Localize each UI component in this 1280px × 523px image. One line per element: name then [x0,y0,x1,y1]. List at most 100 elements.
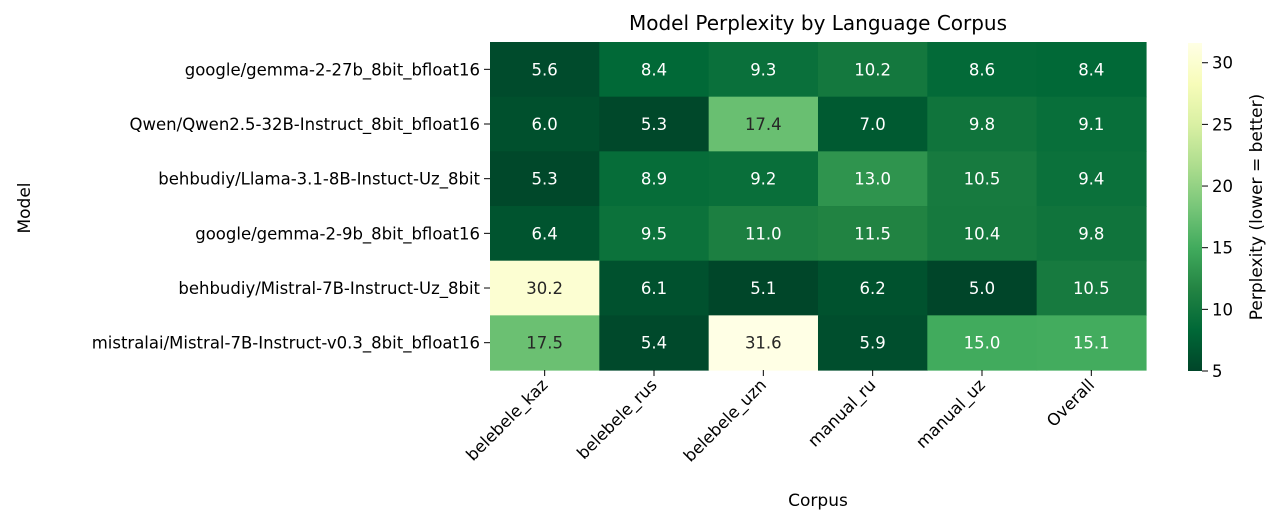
heatmap-cell [817,315,928,371]
cell-value-label: 5.0 [969,279,995,298]
heatmap-cell [927,96,1038,152]
heatmap-cell [817,96,928,152]
heatmap-cell [1036,42,1147,98]
heatmap-cell [490,260,600,316]
heatmap-cell [817,260,928,316]
cell-value-label: 5.9 [860,334,886,353]
cell-value-label: 9.1 [1078,115,1104,134]
cell-value-label: 9.8 [1078,224,1104,243]
heatmap-cell [1036,315,1147,371]
heatmap-cell [817,206,928,262]
heatmap-cells: 5.6 8.4 9.3 10.2 8.6 8.4 6.0 5.3 17.4 7.0 9.8 9.1 5.… [490,42,1147,371]
cell-value-label: 6.1 [641,279,667,298]
x-tick-label: Overall [1043,375,1098,430]
cell-value-label: 11.0 [745,224,782,243]
cell-value-label: 8.6 [969,60,995,79]
cell-value-label: 7.0 [860,115,886,134]
y-tick-label: behbudiy/Llama-3.1-8B-Instuct-Uz_8bit [158,170,480,190]
cell-value-label: 10.5 [1073,279,1110,298]
x-tick-label: manual_uz [912,375,989,452]
heatmap-cell [927,206,1038,262]
cell-value-label: 8.9 [641,170,667,189]
cell-value-label: 9.8 [969,115,995,134]
cell-value-label: 5.1 [750,279,776,298]
cell-value-label: 6.0 [532,115,558,134]
heatmap-cell [927,260,1038,316]
colorbar-tick-label: 5 [1212,362,1223,381]
colorbar-ticks: 5 10 15 20 25 30 [1202,54,1233,381]
heatmap-cell [599,260,710,316]
x-tick-label: manual_ru [804,375,880,451]
colorbar [1188,43,1202,371]
x-tick-label: belebele_kaz [462,375,552,465]
heatmap-cell [708,260,819,316]
cell-value-label: 9.5 [641,224,667,243]
colorbar-tick-label: 15 [1212,239,1233,258]
cell-value-label: 17.4 [745,115,782,134]
heatmap-cell [599,315,710,371]
heatmap-cell [599,42,710,98]
y-tick-label: Qwen/Qwen2.5-32B-Instruct_8bit_bfloat16 [130,115,480,135]
heatmap-cell [490,206,600,262]
y-tick-label: mistralai/Mistral-7B-Instruct-v0.3_8bit_… [92,334,480,354]
heatmap-cell [817,42,928,98]
colorbar-tick-label: 20 [1212,177,1233,196]
heatmap-cell [708,315,819,371]
cell-value-label: 8.4 [641,60,667,79]
cell-value-label: 15.1 [1073,334,1110,353]
cell-value-label: 6.4 [532,224,558,243]
cell-value-label: 11.5 [854,224,891,243]
cell-value-label: 31.6 [745,334,782,353]
heatmap-cell [708,96,819,152]
heatmap-cell [927,315,1038,371]
y-tick-label: behbudiy/Mistral-7B-Instruct-Uz_8bit [178,279,480,299]
heatmap-cell [1036,151,1147,207]
cell-value-label: 8.4 [1078,60,1104,79]
y-tick-label: google/gemma-2-9b_8bit_bfloat16 [195,224,480,244]
x-axis-label: Corpus [788,491,848,511]
heatmap-cell [1036,96,1147,152]
cell-value-label: 5.3 [641,115,667,134]
cell-value-label: 10.2 [854,60,891,79]
cell-value-label: 15.0 [964,334,1001,353]
heatmap-cell [708,206,819,262]
heatmap-cell [927,151,1038,207]
heatmap-cell [490,96,600,152]
heatmap-cell [708,151,819,207]
heatmap-cell [1036,206,1147,262]
chart-title: Model Perplexity by Language Corpus [629,11,1007,35]
y-tick-label: google/gemma-2-27b_8bit_bfloat16 [185,60,480,80]
cell-value-label: 17.5 [526,334,563,353]
x-tick-label: belebele_uzn [680,375,771,466]
cell-value-label: 9.4 [1078,170,1104,189]
cell-value-label: 30.2 [526,279,563,298]
y-axis-tick-labels: google/gemma-2-27b_8bit_bfloat16 Qwen/Qwe… [92,60,490,354]
heatmap-cell [599,96,710,152]
cell-value-label: 5.3 [532,170,558,189]
cell-value-label: 5.6 [532,60,558,79]
x-tick-label: belebele_rus [573,375,661,463]
cell-value-label: 5.4 [641,334,667,353]
colorbar-tick-label: 25 [1212,115,1233,134]
x-axis-tick-labels: belebele_kaz belebele_rus belebele_uzn manu… [462,370,1098,466]
heatmap-cell [927,42,1038,98]
heatmap-cell [490,151,600,207]
y-axis-label: Model [15,182,35,233]
colorbar-label: Perplexity (lower = better) [1247,94,1267,321]
cell-value-label: 13.0 [854,170,891,189]
cell-value-label: 10.4 [964,224,1001,243]
cell-value-label: 10.5 [964,170,1001,189]
heatmap-cell [708,42,819,98]
heatmap-cell [1036,260,1147,316]
heatmap-cell [490,315,600,371]
heatmap-cell [599,206,710,262]
colorbar-tick-label: 30 [1212,54,1233,73]
cell-value-label: 9.3 [750,60,776,79]
heatmap-cell [599,151,710,207]
cell-value-label: 9.2 [750,170,776,189]
heatmap-cell [490,42,600,98]
colorbar-tick-label: 10 [1212,300,1233,319]
cell-value-label: 6.2 [860,279,886,298]
heatmap-cell [817,151,928,207]
